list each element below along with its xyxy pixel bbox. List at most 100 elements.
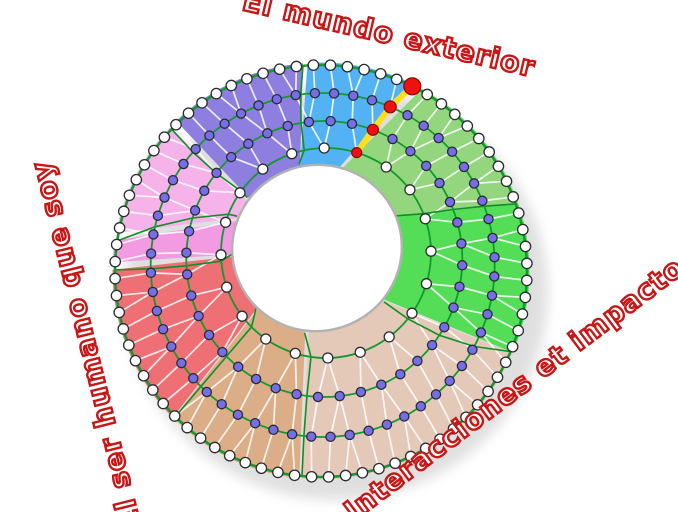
ring-node[interactable] <box>257 67 269 80</box>
ring-node[interactable] <box>404 450 417 463</box>
ring-node[interactable] <box>193 310 204 322</box>
ring-node[interactable] <box>167 174 179 186</box>
ring-node[interactable] <box>288 469 301 482</box>
ring-node[interactable] <box>461 120 474 132</box>
ring-node[interactable] <box>363 425 374 437</box>
ring-node[interactable] <box>176 357 187 369</box>
ring-node[interactable] <box>181 421 194 434</box>
ring-node[interactable] <box>489 251 500 263</box>
ring-node[interactable] <box>232 409 244 420</box>
ring-node[interactable] <box>456 360 468 372</box>
ring-node[interactable] <box>435 98 448 110</box>
ring-node[interactable] <box>420 278 433 290</box>
ring-node[interactable] <box>348 90 359 101</box>
ring-node[interactable] <box>404 184 416 196</box>
ring-node[interactable] <box>147 286 159 298</box>
ring-node[interactable] <box>129 354 142 367</box>
ring-node[interactable] <box>412 355 423 367</box>
ring-node[interactable] <box>262 128 273 139</box>
ring-node[interactable] <box>405 145 416 157</box>
ring-node[interactable] <box>346 118 358 130</box>
ring-node[interactable] <box>381 419 393 430</box>
ring-node[interactable] <box>152 210 164 221</box>
ring-node[interactable] <box>448 302 459 313</box>
ring-node[interactable] <box>516 308 529 320</box>
ring-node[interactable] <box>425 245 437 257</box>
ring-node[interactable] <box>419 213 431 225</box>
ring-node[interactable] <box>257 163 269 175</box>
ring-node[interactable] <box>506 340 519 353</box>
ring-node[interactable] <box>415 401 427 412</box>
ring-node[interactable] <box>235 108 247 119</box>
ring-node[interactable] <box>117 205 130 218</box>
ring-node[interactable] <box>241 72 253 85</box>
ring-node[interactable] <box>406 307 418 319</box>
ring-node[interactable] <box>339 469 352 482</box>
ring-node[interactable] <box>148 229 159 240</box>
ring-node[interactable] <box>217 346 228 358</box>
ring-node[interactable] <box>325 431 336 443</box>
ring-node[interactable] <box>420 160 432 172</box>
ring-node[interactable] <box>444 375 455 387</box>
ring-node[interactable] <box>219 216 232 228</box>
ring-node[interactable] <box>215 249 227 261</box>
ring-node[interactable] <box>390 73 403 86</box>
ring-node[interactable] <box>113 306 126 319</box>
ring-node[interactable] <box>468 178 480 189</box>
ring-node[interactable] <box>482 385 494 398</box>
ring-node[interactable] <box>234 187 246 199</box>
ring-node[interactable] <box>516 223 529 236</box>
ring-node[interactable] <box>325 115 336 127</box>
ring-node[interactable] <box>186 290 197 301</box>
ring-node[interactable] <box>426 339 438 351</box>
ring-node[interactable] <box>519 240 532 253</box>
ring-node[interactable] <box>286 429 298 440</box>
ring-node[interactable] <box>290 60 303 73</box>
ring-node[interactable] <box>309 87 321 99</box>
ring-node[interactable] <box>355 386 367 398</box>
ring-node[interactable] <box>434 433 446 446</box>
ring-node[interactable] <box>460 411 472 424</box>
ring-node[interactable] <box>306 431 317 442</box>
ring-node[interactable] <box>122 339 135 351</box>
ring-node[interactable] <box>123 189 136 202</box>
selected-node[interactable] <box>403 77 422 96</box>
ring-node[interactable] <box>520 274 533 287</box>
selected-node[interactable] <box>383 100 397 114</box>
ring-node[interactable] <box>448 108 461 121</box>
ring-node[interactable] <box>366 94 378 106</box>
ring-node[interactable] <box>130 173 143 186</box>
ring-node[interactable] <box>373 462 385 475</box>
ring-node[interactable] <box>328 88 340 99</box>
ring-node[interactable] <box>271 93 283 105</box>
ring-node[interactable] <box>383 331 395 343</box>
ring-node[interactable] <box>358 63 370 76</box>
ring-node[interactable] <box>322 352 334 364</box>
ring-node[interactable] <box>499 356 512 369</box>
ring-node[interactable] <box>289 347 301 360</box>
ring-node[interactable] <box>196 96 208 109</box>
ring-node[interactable] <box>268 424 279 436</box>
ring-node[interactable] <box>166 341 177 352</box>
ring-node[interactable] <box>290 89 301 101</box>
ring-node[interactable] <box>434 177 445 189</box>
ring-node[interactable] <box>487 232 498 244</box>
ring-node[interactable] <box>201 386 213 398</box>
ring-node[interactable] <box>178 158 189 170</box>
ring-node[interactable] <box>159 192 170 203</box>
ring-node[interactable] <box>239 456 252 469</box>
ring-node[interactable] <box>486 290 498 301</box>
ring-node[interactable] <box>181 247 192 258</box>
ring-node[interactable] <box>456 260 468 271</box>
ring-node[interactable] <box>471 398 484 411</box>
ring-node[interactable] <box>307 59 320 71</box>
ring-node[interactable] <box>272 466 284 479</box>
ring-node[interactable] <box>211 167 222 179</box>
ring-node[interactable] <box>253 100 264 111</box>
ring-node[interactable] <box>354 346 366 358</box>
ring-node[interactable] <box>439 321 450 333</box>
ring-node[interactable] <box>402 110 413 121</box>
ring-node[interactable] <box>387 133 398 145</box>
ring-node[interactable] <box>110 289 123 302</box>
ring-node[interactable] <box>250 373 262 385</box>
